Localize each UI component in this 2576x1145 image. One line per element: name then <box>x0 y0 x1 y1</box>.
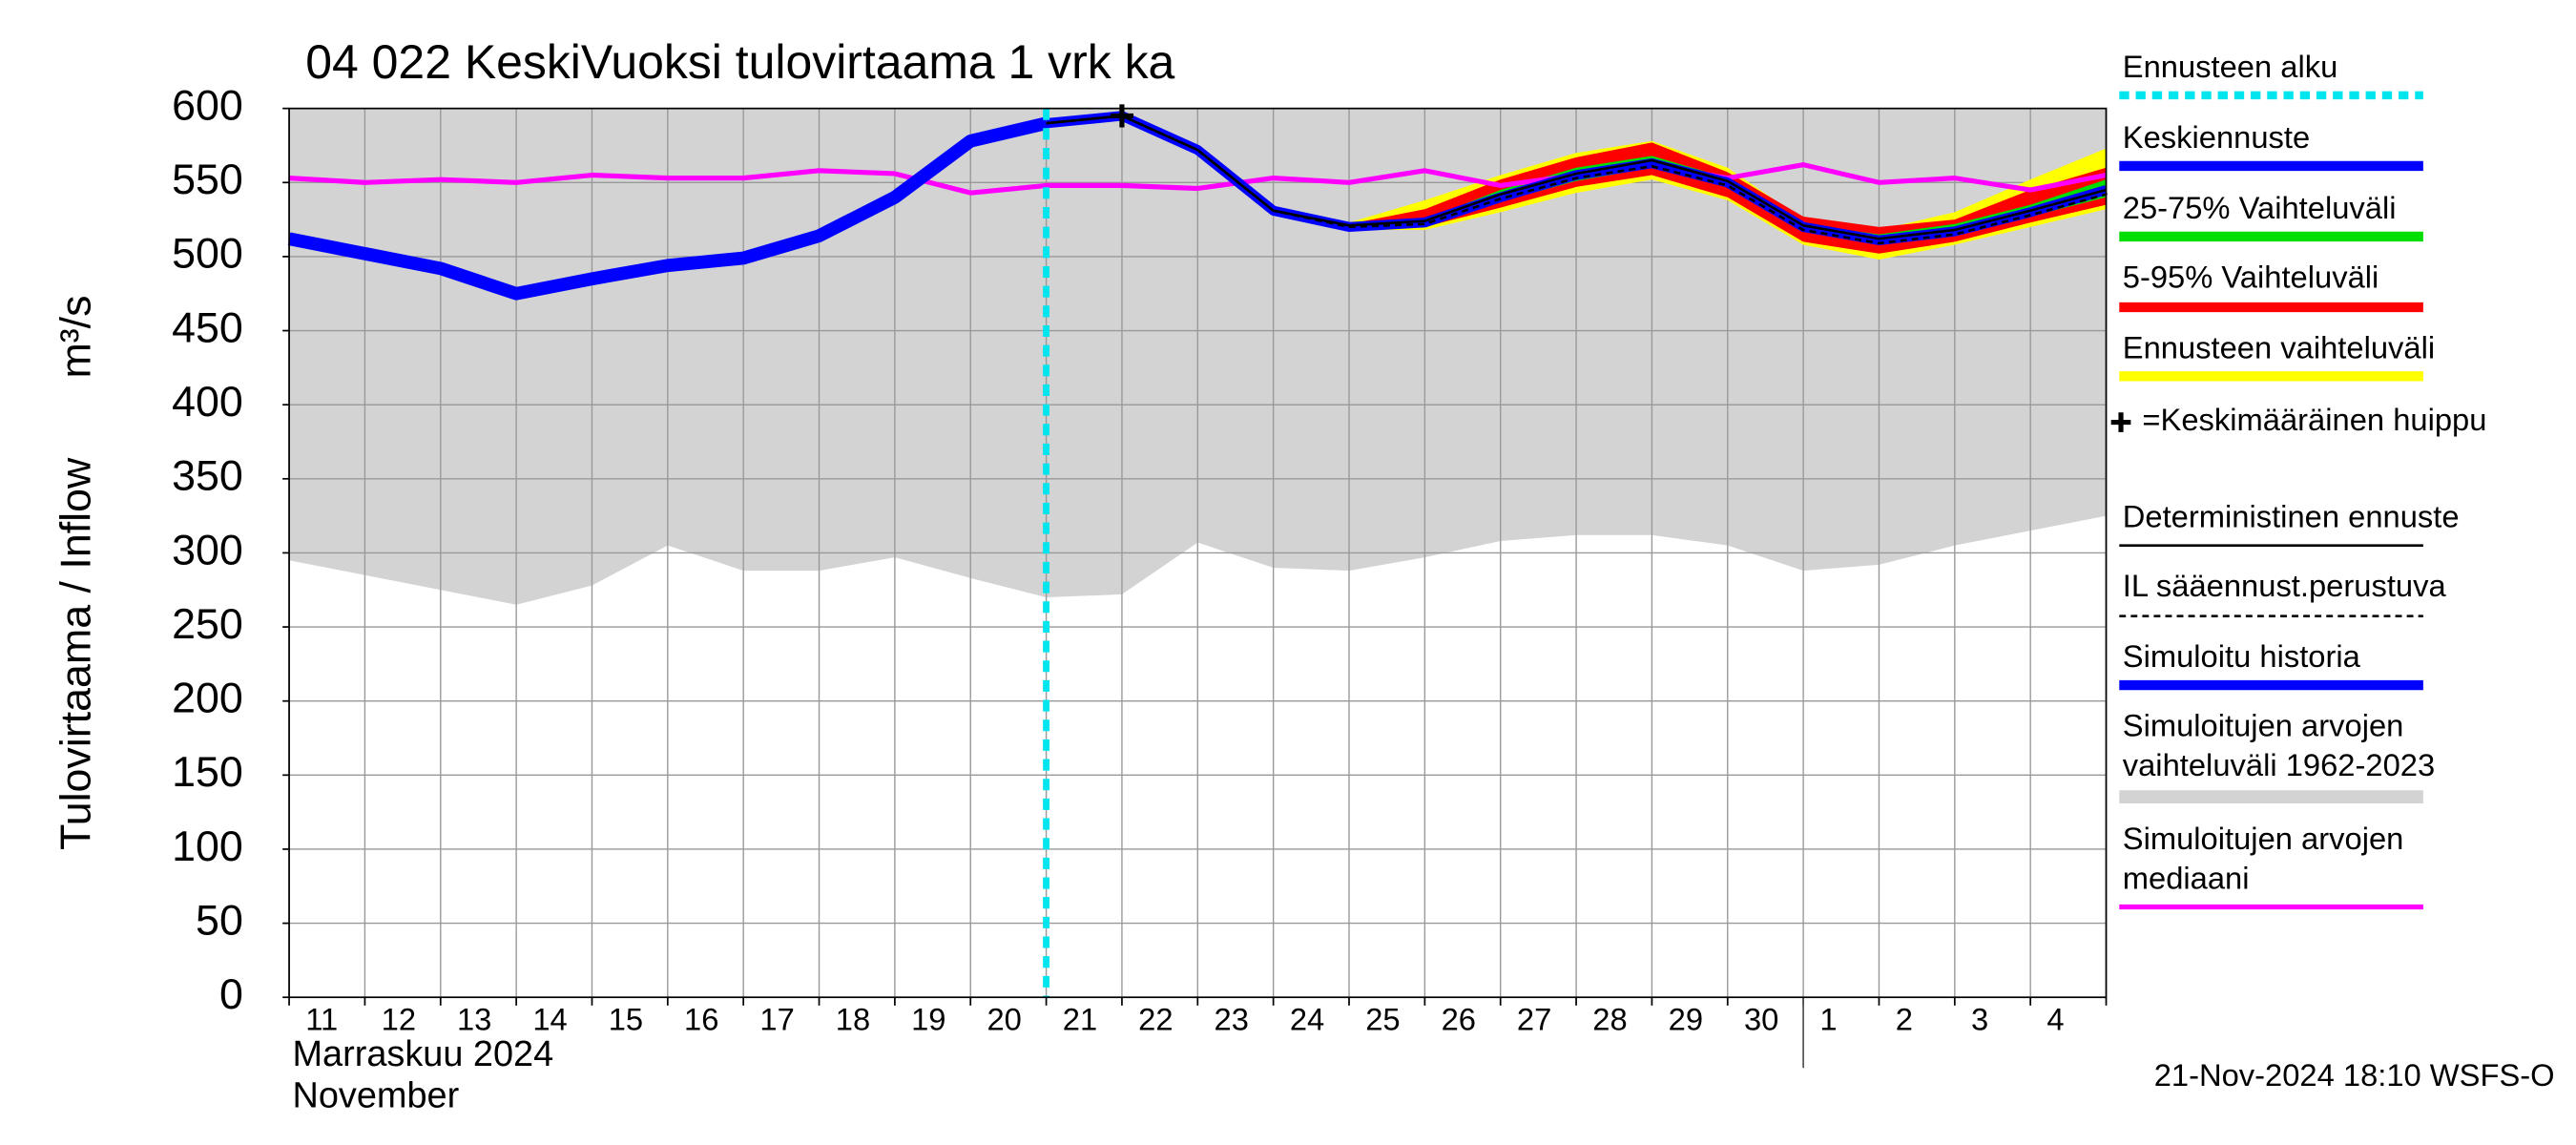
x-tick-label: 30 <box>1744 1002 1778 1037</box>
x-tick-label: 13 <box>457 1002 491 1037</box>
y-tick-label: 600 <box>172 81 243 129</box>
legend-item: Ennusteen alku <box>2122 51 2338 86</box>
series-line <box>287 116 1049 301</box>
legend-swatch <box>2110 412 2131 432</box>
y-tick-label: 0 <box>219 970 243 1018</box>
y-tick-label: 450 <box>172 303 243 351</box>
y-tick-label: 500 <box>172 230 243 278</box>
x-tick-label: 14 <box>532 1002 567 1037</box>
x-tick-label: 4 <box>2046 1002 2064 1037</box>
legend-item: IL sääennust.perustuva <box>2122 570 2446 605</box>
x-tick-label: 28 <box>1592 1002 1627 1037</box>
x-tick-label: 24 <box>1290 1002 1324 1037</box>
legend-item: Ennusteen vaihteluväli <box>2122 331 2436 366</box>
band <box>1046 115 2107 245</box>
legend-item: 5-95% Vaihteluväli <box>2122 260 2379 296</box>
y-tick-label: 150 <box>172 748 243 796</box>
series-line <box>288 162 2108 196</box>
legend-item: 25-75% Vaihteluväli <box>2122 192 2397 227</box>
y-axis-label: Tulovirtaama / Inflow <box>52 457 99 850</box>
y-tick-label: 300 <box>172 526 243 573</box>
legend-item: Simuloitu historia <box>2122 640 2360 676</box>
x-tick-label: 19 <box>911 1002 945 1037</box>
y-tick-label: 200 <box>172 675 243 722</box>
x-axis-label: Marraskuu 2024 <box>293 1034 554 1074</box>
x-tick-label: 18 <box>836 1002 870 1037</box>
x-tick-label: 23 <box>1215 1002 1249 1037</box>
x-tick-label: 20 <box>987 1002 1021 1037</box>
legend-item: =Keskimääräinen huippu <box>2142 404 2487 439</box>
y-tick-label: 50 <box>196 896 243 944</box>
y-tick-label: 250 <box>172 600 243 648</box>
legend-item: Keskiennuste <box>2122 121 2311 156</box>
x-tick-label: 15 <box>609 1002 643 1037</box>
legend-item: Simuloitujen arvojen mediaani <box>2122 822 2404 898</box>
y-tick-label: 400 <box>172 378 243 426</box>
x-tick-label: 21 <box>1063 1002 1097 1037</box>
x-tick-label: 11 <box>305 1002 338 1037</box>
x-tick-label: 25 <box>1365 1002 1400 1037</box>
chart-title: 04 022 KeskiVuoksi tulovirtaama 1 vrk ka <box>305 35 1174 89</box>
x-tick-label: 27 <box>1517 1002 1551 1037</box>
x-axis-label: November <box>293 1075 460 1115</box>
x-tick-label: 1 <box>1819 1002 1837 1037</box>
x-tick-label: 22 <box>1138 1002 1173 1037</box>
legend-item: Simuloitujen arvojen vaihteluväli 1962-2… <box>2122 709 2436 784</box>
timestamp: 21-Nov-2024 18:10 WSFS-O <box>2154 1057 2555 1093</box>
x-tick-label: 12 <box>382 1002 416 1037</box>
x-tick-label: 29 <box>1669 1002 1703 1037</box>
x-tick-label: 3 <box>1971 1002 1988 1037</box>
series-line <box>1046 114 2107 245</box>
y-tick-label: 350 <box>172 452 243 500</box>
series-line <box>1046 114 2107 240</box>
y-tick-label: 550 <box>172 156 243 203</box>
x-tick-label: 16 <box>684 1002 718 1037</box>
x-tick-label: 17 <box>759 1002 794 1037</box>
x-tick-label: 2 <box>1896 1002 1913 1037</box>
plot-frame <box>288 107 2108 999</box>
x-tick-label: 26 <box>1442 1002 1476 1037</box>
y-tick-label: 100 <box>172 822 243 870</box>
band <box>1046 115 2107 260</box>
y-axis-unit: m³/s <box>52 295 99 378</box>
legend-item: Deterministinen ennuste <box>2122 501 2460 536</box>
